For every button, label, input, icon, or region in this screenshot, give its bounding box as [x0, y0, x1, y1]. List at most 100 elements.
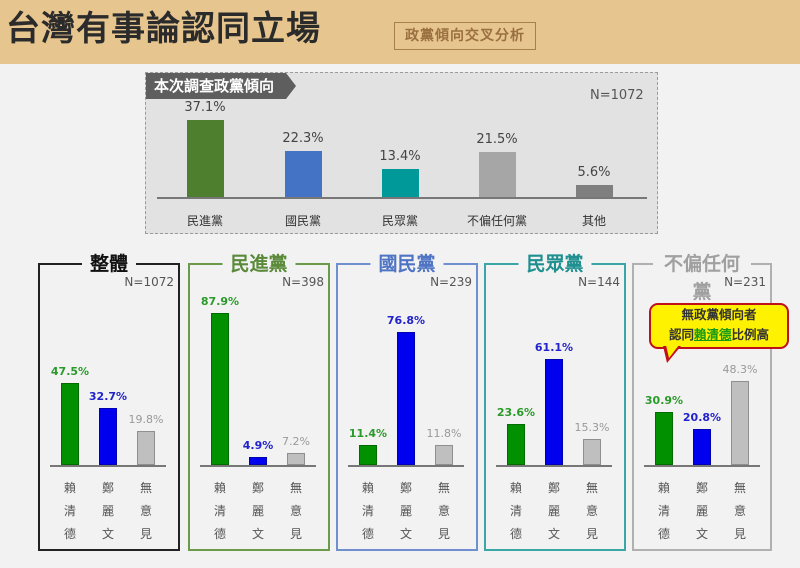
- bar-value-label: 19.8%: [128, 413, 164, 426]
- candidate-label: 無意見: [582, 477, 602, 546]
- panel-sample-size: N=239: [430, 275, 472, 289]
- bar-value-label: 11.8%: [426, 427, 462, 440]
- candidate-label-char: 德: [63, 527, 76, 541]
- candidate-label-char: 清: [361, 504, 374, 518]
- panel-sample-size: N=398: [282, 275, 324, 289]
- candidate-label: 賴清德: [506, 477, 526, 546]
- candidate-label-char: 意: [733, 504, 746, 518]
- candidate-label: 賴清德: [210, 477, 230, 546]
- header-banner: [0, 0, 800, 64]
- candidate-label: 無意見: [730, 477, 750, 546]
- candidate-label-char: 麗: [695, 504, 708, 518]
- bar: [287, 453, 305, 465]
- candidate-label: 無意見: [136, 477, 156, 546]
- candidate-label-char: 鄭: [101, 481, 114, 495]
- candidate-label-char: 賴: [213, 481, 226, 495]
- panel-sample-size: N=144: [578, 275, 620, 289]
- candidate-label-char: 鄭: [695, 481, 708, 495]
- candidate-label-char: 意: [289, 504, 302, 518]
- candidate-label-char: 文: [399, 527, 412, 541]
- candidate-label-char: 清: [657, 504, 670, 518]
- bar-value-label: 22.3%: [282, 131, 324, 146]
- bar-value-label: 87.9%: [200, 295, 240, 308]
- candidate-label-char: 賴: [361, 481, 374, 495]
- panel-title: 民眾黨: [518, 250, 592, 278]
- candidate-label-char: 無: [139, 481, 152, 495]
- panel-sample-size: N=231: [724, 275, 766, 289]
- bar: [435, 445, 453, 465]
- bar: [545, 359, 563, 465]
- party-affiliation-tag: 本次調查政黨傾向: [146, 73, 296, 99]
- candidate-label-char: 德: [509, 527, 522, 541]
- bar-value-label: 4.9%: [242, 439, 274, 452]
- candidate-label: 賴清德: [358, 477, 378, 546]
- candidate-label-char: 見: [437, 527, 450, 541]
- bar: [731, 381, 749, 465]
- candidate-label-char: 無: [585, 481, 598, 495]
- bar-value-label: 76.8%: [386, 314, 426, 327]
- bar: [583, 439, 601, 465]
- candidate-label: 鄭麗文: [396, 477, 416, 546]
- bar: [382, 169, 419, 197]
- candidate-label-char: 文: [695, 527, 708, 541]
- panel-title: 不偏任何黨: [653, 250, 751, 306]
- bar-value-label: 7.2%: [282, 435, 310, 448]
- candidate-label: 無意見: [286, 477, 306, 546]
- callout-bubble: 無政黨傾向者 認同賴清德比例高: [649, 303, 789, 349]
- candidate-label-char: 賴: [63, 481, 76, 495]
- candidate-label-char: 德: [361, 527, 374, 541]
- bar-value-label: 21.5%: [476, 132, 518, 147]
- candidate-label-char: 見: [139, 527, 152, 541]
- candidate-label-char: 鄭: [251, 481, 264, 495]
- candidate-label-char: 清: [63, 504, 76, 518]
- candidate-label: 賴清德: [654, 477, 674, 546]
- panel-title: 國民黨: [370, 250, 444, 278]
- bar: [359, 445, 377, 465]
- candidate-label-char: 清: [213, 504, 226, 518]
- candidate-label-char: 無: [733, 481, 746, 495]
- panel-x-axis: [200, 465, 316, 467]
- page-title: 台灣有事論認同立場: [6, 9, 321, 49]
- candidate-label-char: 文: [101, 527, 114, 541]
- party-affiliation-chart: [145, 72, 658, 234]
- panel-x-axis: [348, 465, 464, 467]
- category-label: 不偏任何黨: [466, 214, 527, 228]
- category-label: 民進黨: [186, 214, 223, 228]
- callout-line2: 認同賴清德比例高: [668, 327, 770, 342]
- callout-line1: 無政黨傾向者: [681, 307, 757, 322]
- bar: [211, 313, 229, 465]
- bar-value-label: 48.3%: [722, 363, 758, 376]
- bar-value-label: 5.6%: [577, 165, 611, 180]
- bar-value-label: 15.3%: [574, 421, 610, 434]
- candidate-label-char: 鄭: [399, 481, 412, 495]
- candidate-label-char: 無: [437, 481, 450, 495]
- bar: [397, 332, 415, 465]
- candidate-label-char: 文: [547, 527, 560, 541]
- category-label: 民眾黨: [381, 214, 418, 228]
- bar-value-label: 13.4%: [379, 149, 421, 164]
- bar-value-label: 23.6%: [496, 406, 536, 419]
- category-label: 國民黨: [284, 214, 321, 228]
- candidate-label-char: 賴: [657, 481, 670, 495]
- category-label: 其他: [581, 214, 606, 228]
- candidate-label: 鄭麗文: [544, 477, 564, 546]
- panel-title: 民進黨: [222, 250, 296, 278]
- panel-x-axis: [496, 465, 612, 467]
- bar-value-label: 37.1%: [184, 100, 226, 115]
- candidate-label-char: 意: [437, 504, 450, 518]
- bar: [61, 383, 79, 465]
- panel-x-axis: [50, 465, 166, 467]
- candidate-label: 賴清德: [60, 477, 80, 546]
- bar: [187, 120, 224, 197]
- candidate-label-char: 麗: [101, 504, 114, 518]
- candidate-label: 無意見: [434, 477, 454, 546]
- candidate-label-char: 意: [585, 504, 598, 518]
- candidate-label-char: 麗: [399, 504, 412, 518]
- bar-value-label: 20.8%: [682, 411, 722, 424]
- bar: [137, 431, 155, 465]
- candidate-label-char: 見: [289, 527, 302, 541]
- candidate-label-char: 清: [509, 504, 522, 518]
- bar: [655, 412, 673, 465]
- candidate-label-char: 見: [585, 527, 598, 541]
- bar: [507, 424, 525, 465]
